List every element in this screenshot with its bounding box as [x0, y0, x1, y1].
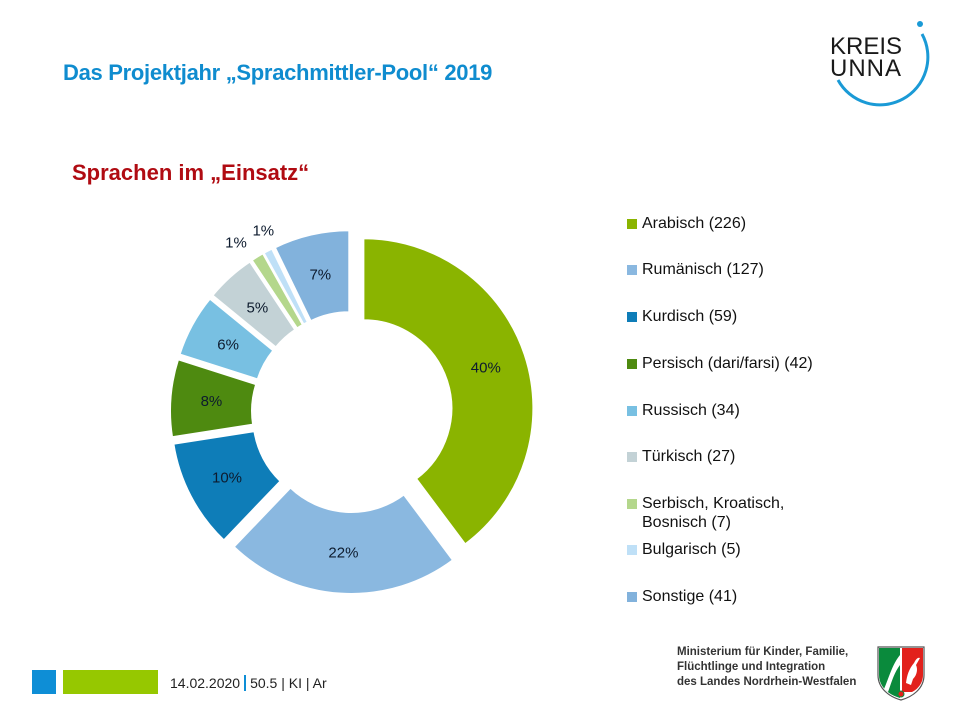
data-label: 1% — [252, 222, 274, 239]
footer-ref: 50.5 | KI | Ar — [250, 675, 327, 691]
donut-slice-persisch-dari-farsi — [169, 357, 258, 439]
legend-label: Bulgarisch (5) — [642, 541, 741, 558]
donut-slice-kurdisch — [172, 429, 282, 542]
footer-meta: 14.02.2020 50.5 | KI | Ar — [170, 675, 327, 691]
legend-item: Sonstige (41) — [627, 587, 852, 606]
legend-label: Türkisch (27) — [642, 448, 736, 465]
footer-separator — [244, 675, 247, 691]
footer-blue-square — [32, 670, 56, 694]
legend-item: Arabisch (226) — [627, 214, 852, 233]
data-label: 8% — [201, 393, 223, 410]
legend-item: Bulgarisch (5) — [627, 540, 852, 559]
legend-label: Kurdisch (59) — [642, 308, 738, 325]
legend-swatch-icon — [627, 545, 637, 555]
chart-title: Sprachen im „Einsatz“ — [72, 160, 310, 185]
ministry-line: des Landes Nordrhein-Westfalen — [677, 676, 857, 688]
ministry-line: Ministerium für Kinder, Familie, — [677, 646, 849, 658]
legend-swatch-icon — [627, 219, 637, 229]
legend-label: Rumänisch (127) — [642, 261, 764, 278]
legend-label: Serbisch, Kroatisch, Bosnisch (7) — [642, 495, 785, 531]
legend-item: Serbisch, Kroatisch, Bosnisch (7) — [627, 494, 852, 532]
logo-text-unna: UNNA — [830, 55, 902, 82]
legend-item: Persisch (dari/farsi) (42) — [627, 354, 852, 373]
logo-text-kreis: KREIS — [830, 33, 902, 60]
legend-swatch-icon — [627, 406, 637, 416]
legend-label: Arabisch (226) — [642, 215, 747, 232]
legend-label: Russisch (34) — [642, 402, 740, 419]
legend-swatch-icon — [627, 359, 637, 369]
legend-swatch-icon — [627, 452, 637, 462]
legend-swatch-icon — [627, 499, 637, 509]
legend-label: Sonstige (41) — [642, 588, 738, 605]
data-label: 1% — [225, 235, 247, 252]
footer-date: 14.02.2020 — [170, 675, 241, 691]
data-label: 40% — [471, 360, 501, 377]
slide-title: Das Projektjahr „Sprachmittler-Pool“ 201… — [63, 60, 493, 85]
legend-item: Rumänisch (127) — [627, 260, 852, 279]
nrw-crest-icon — [877, 646, 925, 701]
kreis-unna-logo: KREIS UNNA — [830, 21, 930, 107]
donut-slice-russisch — [178, 297, 275, 381]
legend-label: Persisch (dari/farsi) (42) — [642, 355, 813, 372]
donut-slice-arabisch — [362, 237, 535, 546]
data-label: 5% — [247, 299, 269, 316]
legend-item: Türkisch (27) — [627, 447, 852, 466]
donut-slice-rumänisch — [232, 486, 455, 595]
legend-swatch-icon — [627, 592, 637, 602]
donut-slice-türkisch — [210, 260, 297, 349]
ministry-line: Flüchtlinge und Integration — [677, 661, 826, 673]
ministry-text: Ministerium für Kinder, Familie, Flüchtl… — [677, 645, 856, 690]
legend-item: Russisch (34) — [627, 401, 852, 420]
logo-dot-icon — [917, 21, 923, 27]
data-label: 10% — [212, 469, 242, 486]
data-label: 22% — [328, 545, 358, 562]
legend-swatch-icon — [627, 312, 637, 322]
donut-slice-sonstige — [273, 229, 351, 323]
donut-slice-bulgarisch — [262, 247, 310, 326]
data-label: 6% — [217, 337, 239, 354]
data-label: 7% — [309, 267, 331, 284]
logo-arc-icon — [836, 33, 930, 107]
legend-item: Kurdisch (59) — [627, 307, 852, 326]
footer-green-bar — [63, 670, 158, 694]
legend-swatch-icon — [627, 265, 637, 275]
